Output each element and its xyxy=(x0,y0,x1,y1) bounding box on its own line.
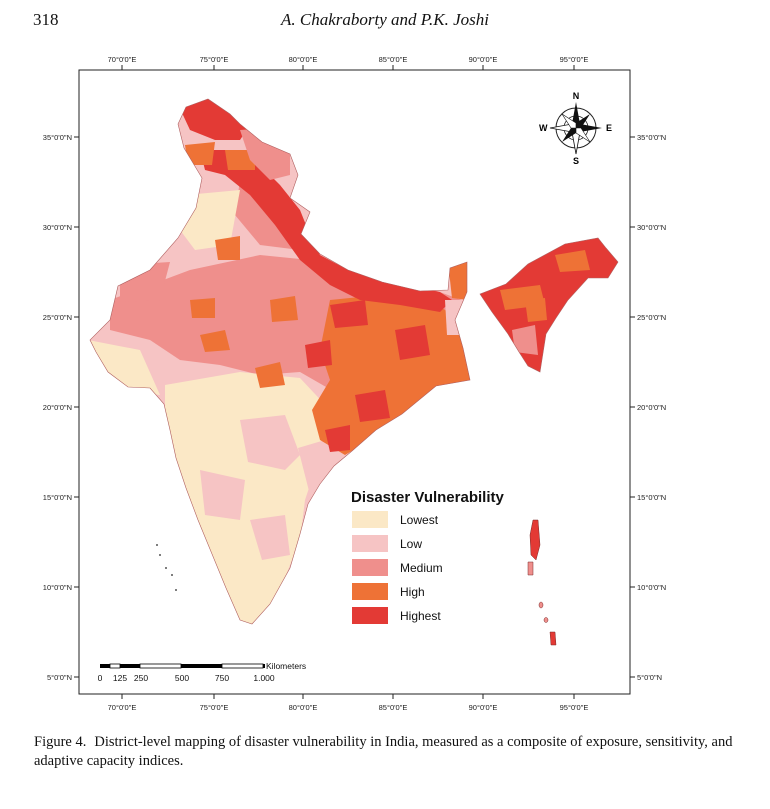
latitude-ticks xyxy=(74,136,635,678)
lat-label-right: 35°0'0"N xyxy=(637,133,666,142)
lon-label-top: 80°0'0"E xyxy=(289,55,318,64)
compass-east: E xyxy=(606,123,612,133)
lat-label-right: 25°0'0"N xyxy=(637,313,666,322)
map-frame xyxy=(78,69,631,695)
northeast-outline xyxy=(479,237,619,373)
compass-south: S xyxy=(573,156,579,166)
lat-label-right: 30°0'0"N xyxy=(637,223,666,232)
scale-tick: 0 xyxy=(98,673,103,683)
lon-label-bottom: 80°0'0"E xyxy=(289,703,318,712)
lat-label-left: 5°0'0"N xyxy=(47,673,72,682)
lon-label-top: 90°0'0"E xyxy=(469,55,498,64)
legend-label-low: Low xyxy=(400,537,422,551)
vulnerability-map: 70°0'0"E 75°0'0"E 80°0'0"E 85°0'0"E 90°0… xyxy=(0,52,770,722)
figure-caption: Figure 4. District-level mapping of disas… xyxy=(34,733,734,771)
lon-label-top: 70°0'0"E xyxy=(108,55,137,64)
legend-title: Disaster Vulnerability xyxy=(351,489,504,506)
lat-label-left: 10°0'0"N xyxy=(43,583,72,592)
lon-label-top: 85°0'0"E xyxy=(379,55,408,64)
lat-label-left: 30°0'0"N xyxy=(43,223,72,232)
north-arrow-compass: N S E W xyxy=(539,91,612,166)
legend-swatch-medium xyxy=(352,559,388,576)
legend: Disaster Vulnerability Lowest Low Medium Hi… xyxy=(351,489,504,624)
legend-label-medium: Medium xyxy=(400,561,443,575)
lon-label-top: 75°0'0"E xyxy=(200,55,229,64)
scale-tick: 250 xyxy=(134,673,148,683)
legend-label-highest: Highest xyxy=(400,609,441,623)
scale-bar: Kilometers 0 125 250 500 750 1.000 xyxy=(98,661,307,683)
longitude-ticks xyxy=(121,65,575,699)
figure-label: Figure 4. xyxy=(34,734,87,750)
lat-label-left: 25°0'0"N xyxy=(43,313,72,322)
legend-swatch-highest xyxy=(352,607,388,624)
lon-label-top: 95°0'0"E xyxy=(560,55,589,64)
legend-label-lowest: Lowest xyxy=(400,513,439,527)
legend-swatch-lowest xyxy=(352,511,388,528)
scale-unit: Kilometers xyxy=(266,661,306,671)
scale-tick: 125 xyxy=(113,673,127,683)
scale-tick: 750 xyxy=(215,673,229,683)
compass-north: N xyxy=(573,91,580,101)
lon-label-bottom: 90°0'0"E xyxy=(469,703,498,712)
scale-tick: 500 xyxy=(175,673,189,683)
legend-swatch-low xyxy=(352,535,388,552)
running-head: A. Chakraborty and P.K. Joshi xyxy=(281,10,489,29)
lat-label-left: 35°0'0"N xyxy=(43,133,72,142)
india-outline xyxy=(89,98,471,625)
legend-swatch-high xyxy=(352,583,388,600)
lat-label-right: 5°0'0"N xyxy=(637,673,662,682)
lakshadweep-islands xyxy=(156,544,177,591)
caption-text: District-level mapping of disaster vulne… xyxy=(34,734,733,769)
lat-label-left: 20°0'0"N xyxy=(43,403,72,412)
lat-label-right: 10°0'0"N xyxy=(637,583,666,592)
lon-label-bottom: 95°0'0"E xyxy=(560,703,589,712)
lat-label-right: 20°0'0"N xyxy=(637,403,666,412)
lat-label-left: 15°0'0"N xyxy=(43,493,72,502)
lon-label-bottom: 85°0'0"E xyxy=(379,703,408,712)
legend-label-high: High xyxy=(400,585,425,599)
lon-label-bottom: 70°0'0"E xyxy=(108,703,137,712)
lon-label-bottom: 75°0'0"E xyxy=(200,703,229,712)
compass-west: W xyxy=(539,123,548,133)
scale-tick: 1.000 xyxy=(253,673,275,683)
lat-label-right: 15°0'0"N xyxy=(637,493,666,502)
northeast-region xyxy=(480,238,618,372)
page-number: 318 xyxy=(33,10,59,29)
andaman-nicobar-islands xyxy=(527,519,557,646)
